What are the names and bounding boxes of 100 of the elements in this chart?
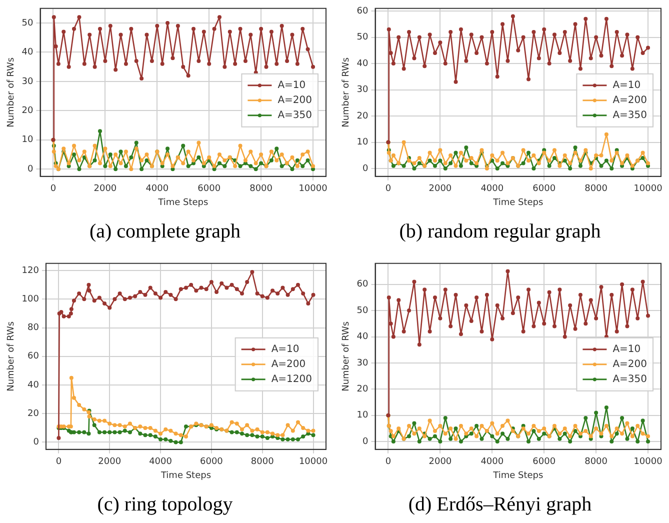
point [547, 164, 552, 168]
point [196, 140, 201, 145]
y-tick-label: 60 [356, 280, 369, 290]
point [454, 164, 458, 168]
point [274, 62, 279, 66]
point [458, 164, 463, 168]
point [103, 146, 108, 151]
point [464, 58, 468, 63]
point [568, 303, 572, 308]
point [490, 30, 494, 34]
point [542, 426, 546, 430]
point [217, 161, 222, 166]
point [260, 434, 264, 439]
point [578, 292, 582, 297]
point [300, 164, 305, 168]
point [207, 62, 212, 66]
point [166, 146, 170, 151]
point [250, 270, 254, 274]
point [510, 14, 515, 18]
x-tick-label: 4000 [480, 184, 504, 194]
y-tick-label: 10 [22, 135, 34, 146]
point [422, 64, 427, 68]
point [286, 292, 290, 297]
point [573, 326, 578, 331]
point [506, 269, 510, 274]
point [584, 148, 588, 152]
y-tick-label: 40 [28, 380, 40, 390]
point [248, 32, 253, 37]
point [584, 416, 588, 420]
y-tick-label: 0 [362, 436, 369, 447]
point [274, 146, 279, 151]
point [77, 430, 82, 434]
point [542, 322, 546, 326]
point [103, 58, 108, 63]
point [604, 405, 608, 410]
point [428, 418, 432, 423]
point [454, 80, 458, 84]
point [234, 422, 239, 426]
point [128, 422, 132, 426]
point [166, 21, 170, 26]
point [510, 429, 515, 434]
point [189, 282, 194, 287]
point [97, 296, 102, 300]
point [250, 433, 254, 438]
point [265, 296, 270, 300]
point [594, 410, 598, 415]
point [98, 161, 102, 166]
point [562, 432, 567, 436]
point [594, 153, 598, 158]
point [407, 434, 412, 438]
point [186, 74, 190, 78]
point [82, 297, 86, 302]
point [138, 290, 142, 294]
point [428, 436, 432, 441]
x-tick-label: 10000 [634, 184, 663, 194]
point [391, 62, 396, 66]
point [290, 287, 295, 292]
x-tick-label: 0 [50, 184, 56, 194]
point [388, 429, 393, 434]
text: (a) complete graph [89, 220, 241, 242]
point [646, 440, 650, 444]
point [495, 74, 500, 79]
point [269, 158, 274, 162]
point [433, 164, 437, 168]
point [133, 294, 138, 298]
point [490, 337, 494, 342]
point [86, 432, 91, 436]
point [248, 164, 253, 168]
point [407, 308, 412, 313]
point [562, 158, 567, 163]
point [458, 27, 463, 32]
point [280, 24, 284, 28]
point [640, 150, 645, 155]
point [118, 291, 122, 296]
point [158, 437, 163, 442]
point [66, 64, 71, 69]
point [196, 155, 201, 160]
point [386, 150, 391, 155]
point [255, 291, 260, 296]
point [270, 288, 275, 293]
point [143, 292, 148, 297]
point [443, 288, 448, 292]
point [112, 423, 117, 428]
x-tick-label: 0 [56, 457, 62, 468]
point [295, 62, 300, 66]
point [412, 432, 416, 436]
point [443, 62, 448, 66]
point [92, 144, 97, 148]
point [122, 428, 127, 433]
point [174, 440, 178, 444]
point [620, 54, 624, 58]
y-axis-title: Number of RWs [342, 57, 352, 128]
point [72, 26, 76, 31]
point [412, 166, 416, 171]
point [77, 158, 82, 162]
point [148, 426, 152, 430]
point [458, 332, 463, 336]
point [464, 158, 468, 163]
point [428, 150, 432, 155]
point [391, 164, 396, 168]
